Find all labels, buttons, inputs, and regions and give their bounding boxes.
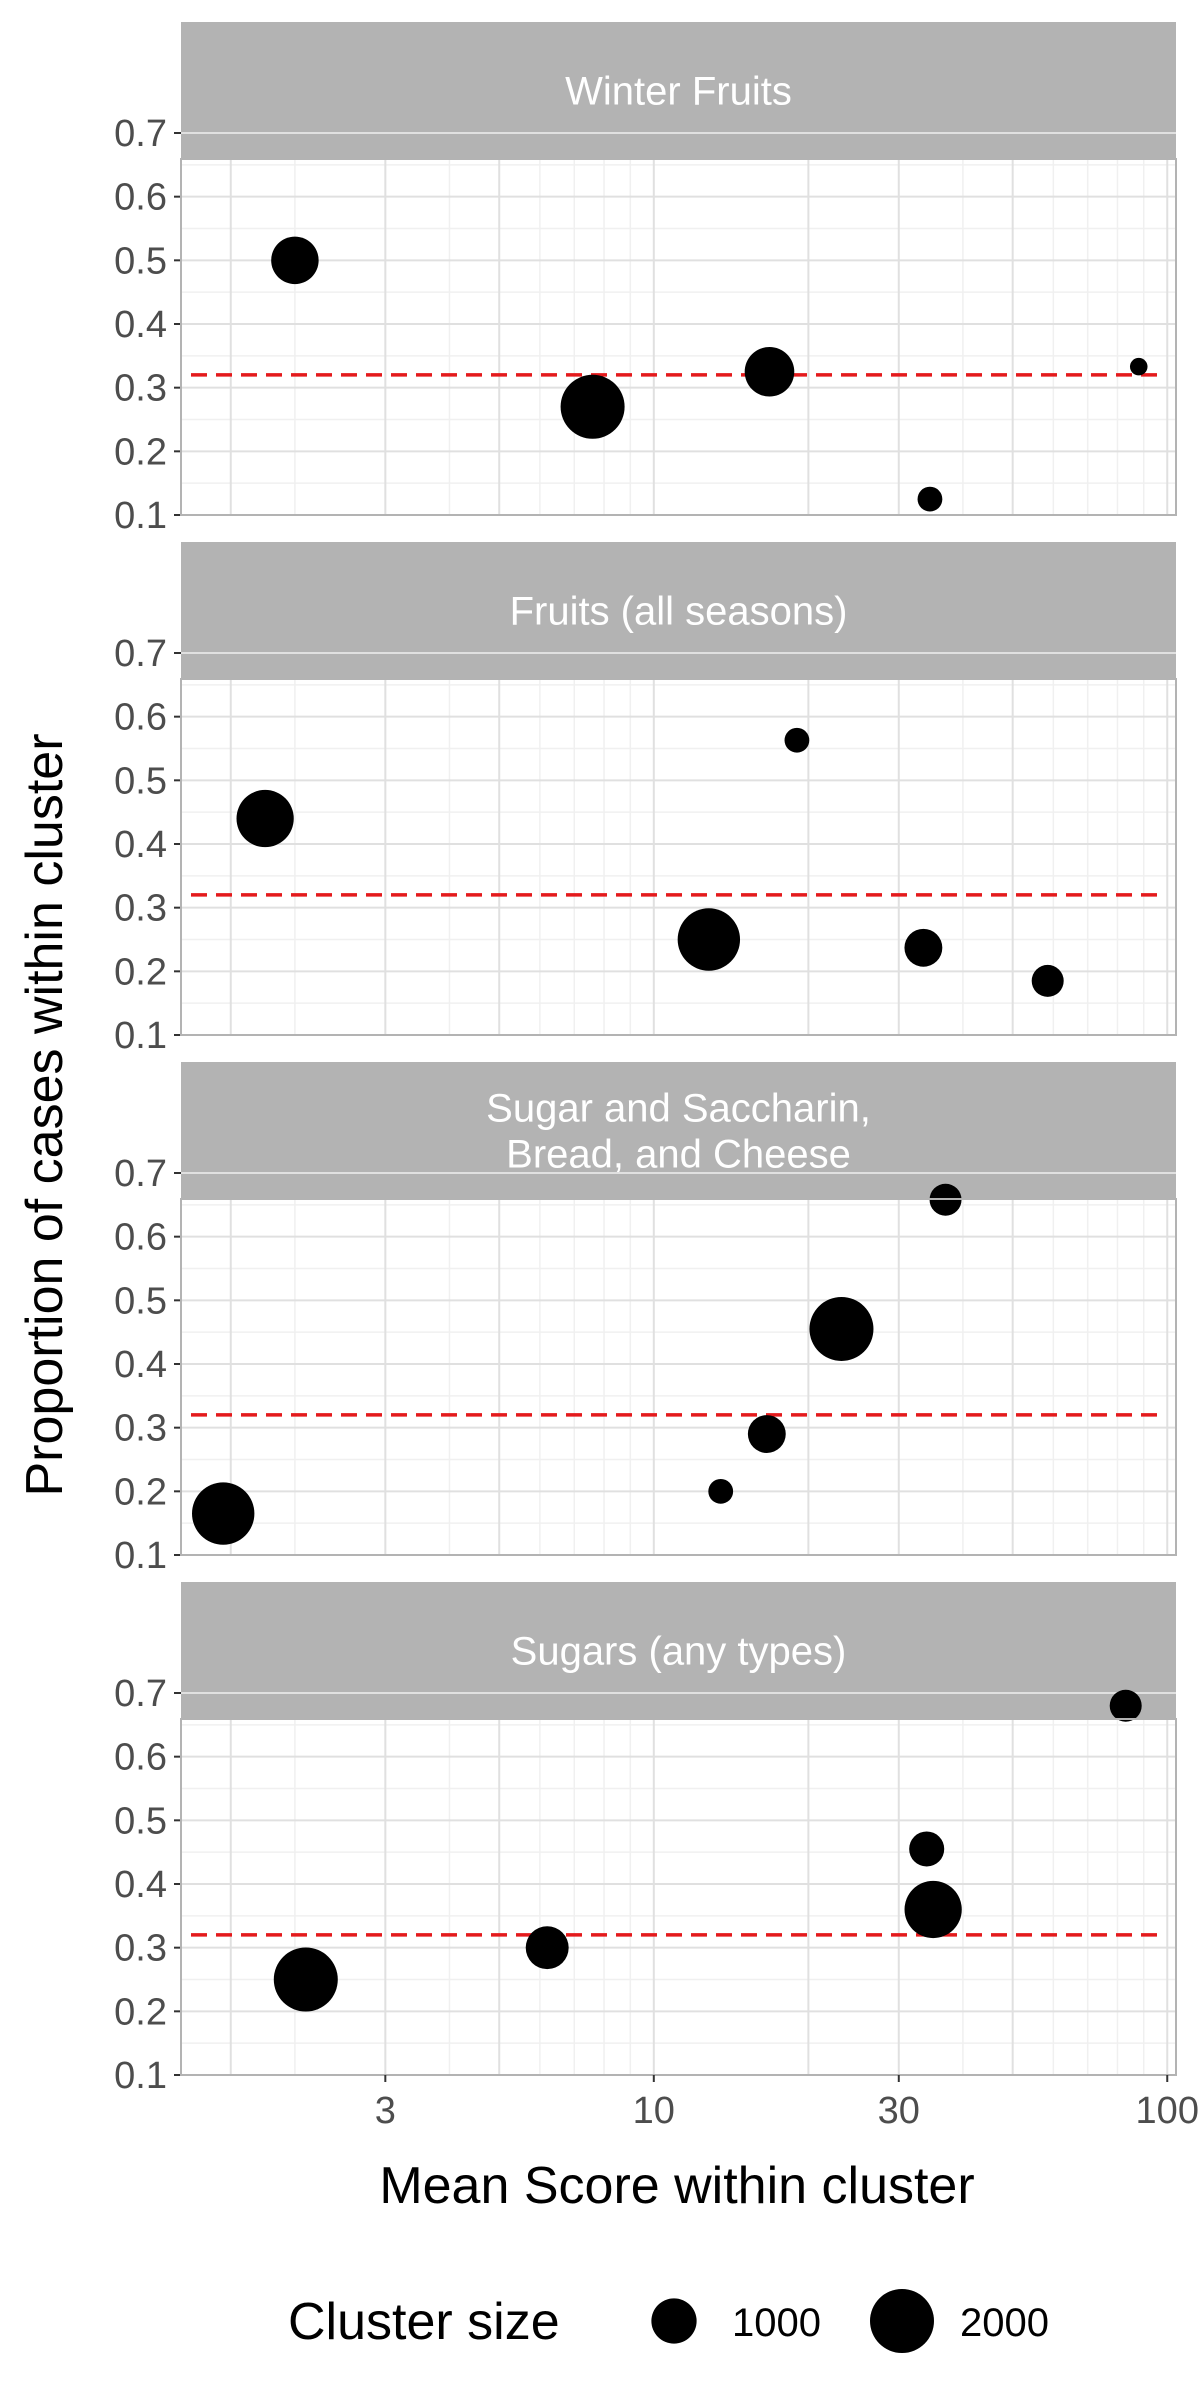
facet-strip-title: Sugars (any types) — [511, 1630, 847, 1674]
facet-strip — [181, 1582, 1176, 1719]
y-tick-label: 0.5 — [114, 760, 167, 802]
x-tick-label: 3 — [375, 2090, 396, 2132]
y-tick-label: 0.2 — [114, 1471, 167, 1513]
y-tick-label: 0.4 — [114, 1864, 167, 1906]
legend-entry-label: 2000 — [960, 2301, 1049, 2345]
panel-border — [180, 1718, 1177, 2076]
y-tick-label: 0.6 — [114, 1217, 167, 1259]
data-point — [677, 908, 741, 971]
data-point — [273, 1947, 338, 2012]
facet-strip-title: Fruits (all seasons) — [510, 590, 848, 634]
y-tick-label: 0.1 — [114, 2055, 167, 2097]
y-tick-label: 0.2 — [114, 1991, 167, 2033]
y-tick-label: 0.1 — [114, 495, 167, 537]
y-tick-label: 0.2 — [114, 951, 167, 993]
data-point — [708, 1478, 734, 1504]
x-axis-title: Mean Score within cluster — [379, 2157, 974, 2215]
facet-panels: Winter Fruits0.10.20.30.40.50.60.7Fruits… — [114, 22, 1177, 2097]
gridlines — [181, 1172, 1176, 1556]
y-tick-label: 0.7 — [114, 633, 167, 675]
facet-strip-title: Winter Fruits — [565, 70, 792, 114]
legend-key-circle — [870, 2289, 934, 2353]
y-tick-label: 0.6 — [114, 697, 167, 739]
facet-panel-4: Sugars (any types) 0.1 0.2 0.3 0.4 0.5 0.6 0.7 — [114, 1582, 1177, 2097]
panel-border — [180, 158, 1177, 516]
data-point — [784, 727, 810, 753]
gridlines — [181, 132, 1176, 516]
y-tick-label: 0.4 — [114, 1344, 167, 1386]
legend: Cluster size 1000 2000 — [288, 2289, 1049, 2353]
panel-border — [180, 678, 1177, 1036]
data-point — [909, 1831, 945, 1867]
y-tick-label: 0.5 — [114, 1800, 167, 1842]
panel-background — [181, 679, 1176, 1035]
y-tick-label: 0.5 — [114, 1280, 167, 1322]
data-point — [1129, 357, 1148, 376]
y-axis-title: Proportion of cases within cluster — [16, 733, 74, 1496]
y-tick-label: 0.2 — [114, 431, 167, 473]
data-point — [192, 1482, 255, 1545]
data-point — [809, 1296, 874, 1361]
facet-strip-title: Sugar and Saccharin, — [486, 1087, 871, 1131]
y-tick-label: 0.7 — [114, 1153, 167, 1195]
gridlines — [181, 1692, 1176, 2076]
facet-strip — [181, 542, 1176, 679]
panel-background — [181, 1199, 1176, 1555]
y-tick-label: 0.4 — [114, 824, 167, 866]
x-tick-label: 10 — [633, 2090, 675, 2132]
y-tick-label: 0.6 — [114, 1737, 167, 1779]
panel-background — [181, 1719, 1176, 2075]
y-tick-label: 0.1 — [114, 1015, 167, 1057]
y-tick-label: 0.3 — [114, 888, 167, 930]
facet-panel-2: Fruits (all seasons) 0.1 0.2 0.3 0.4 0.5 0.6 0.… — [114, 542, 1177, 1057]
legend-key-circle — [651, 2298, 697, 2344]
data-point — [904, 1880, 962, 1939]
data-point — [917, 486, 943, 512]
data-point — [1109, 1689, 1142, 1722]
facet-panel-3: Sugar and Saccharin,Bread, and Cheese 0.1… — [114, 1062, 1177, 1577]
y-tick-label: 0.7 — [114, 113, 167, 155]
y-tick-label: 0.3 — [114, 368, 167, 410]
x-axis: 3 10 30 100 — [375, 2075, 1199, 2132]
x-tick-label: 30 — [878, 2090, 920, 2132]
legend-title: Cluster size — [288, 2293, 560, 2351]
panel-border — [180, 1198, 1177, 1556]
y-tick-label: 0.3 — [114, 1928, 167, 1970]
panel-background — [181, 159, 1176, 515]
y-tick-label: 0.1 — [114, 1535, 167, 1577]
y-tick-label: 0.5 — [114, 240, 167, 282]
y-tick-label: 0.4 — [114, 304, 167, 346]
facet-panel-1: Winter Fruits 0.1 0.2 0.3 0.4 0.5 0.6 0.7 — [114, 22, 1177, 537]
data-point — [271, 236, 319, 285]
data-point — [236, 789, 294, 848]
facet-strip — [181, 22, 1176, 159]
data-point — [904, 928, 943, 967]
facet-strip-title: Bread, and Cheese — [506, 1133, 851, 1177]
data-point — [744, 346, 795, 397]
data-point — [560, 374, 625, 439]
data-point — [1031, 964, 1064, 997]
y-tick-label: 0.7 — [114, 1673, 167, 1715]
legend-entry-label: 1000 — [732, 2301, 821, 2345]
y-tick-label: 0.3 — [114, 1408, 167, 1450]
facet-strip — [181, 1062, 1176, 1199]
data-point — [525, 1926, 569, 1970]
y-tick-label: 0.6 — [114, 177, 167, 219]
data-point — [747, 1415, 786, 1453]
x-tick-label: 100 — [1136, 2090, 1199, 2132]
